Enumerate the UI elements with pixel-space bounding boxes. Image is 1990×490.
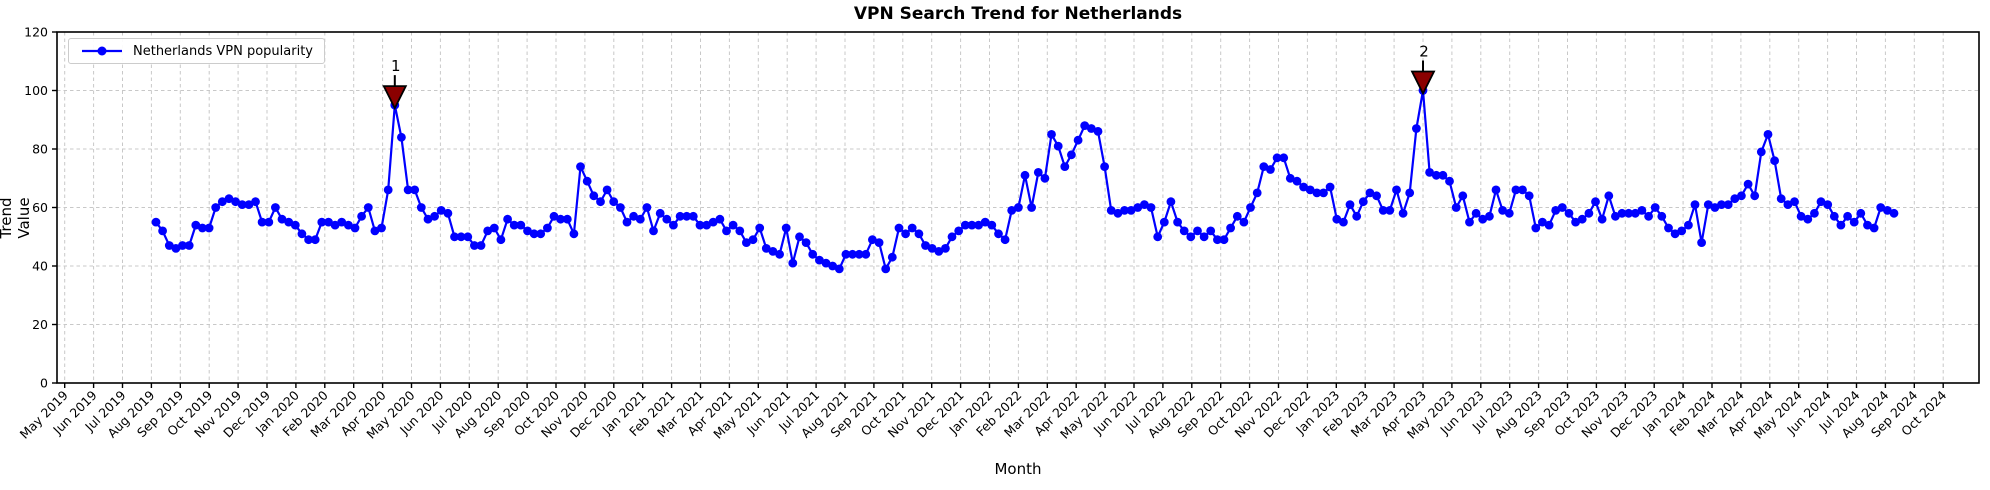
annotations: 12 [382,43,1436,111]
y-axis-label: Trend Value [0,197,33,239]
plot-border [56,31,1980,384]
annotation-number: 2 [1419,43,1429,61]
annotation-1: 1 [382,57,408,111]
y-tick-label: 60 [32,200,48,215]
chart-title: VPN Search Trend for Netherlands [853,4,1183,24]
annotation-number: 1 [391,57,401,75]
y-tick-label: 80 [32,142,48,157]
data-points [151,86,1899,274]
y-tick-label: 0 [40,376,48,391]
y-tick-label: 120 [24,25,48,40]
y-tick-label: 20 [32,317,48,332]
annotation-2: 2 [1410,43,1436,96]
legend-label: Netherlands VPN popularity [133,43,313,59]
x-axis-label: Month [994,460,1042,478]
annotation-wedge-icon [1410,70,1436,96]
legend: Netherlands VPN popularity [68,38,325,64]
annotation-wedge-icon [382,85,408,111]
y-tick-label: 40 [32,259,48,274]
legend-line-marker-icon [82,46,122,56]
y-tick-label: 100 [24,83,48,98]
grid-lines [57,32,1979,383]
